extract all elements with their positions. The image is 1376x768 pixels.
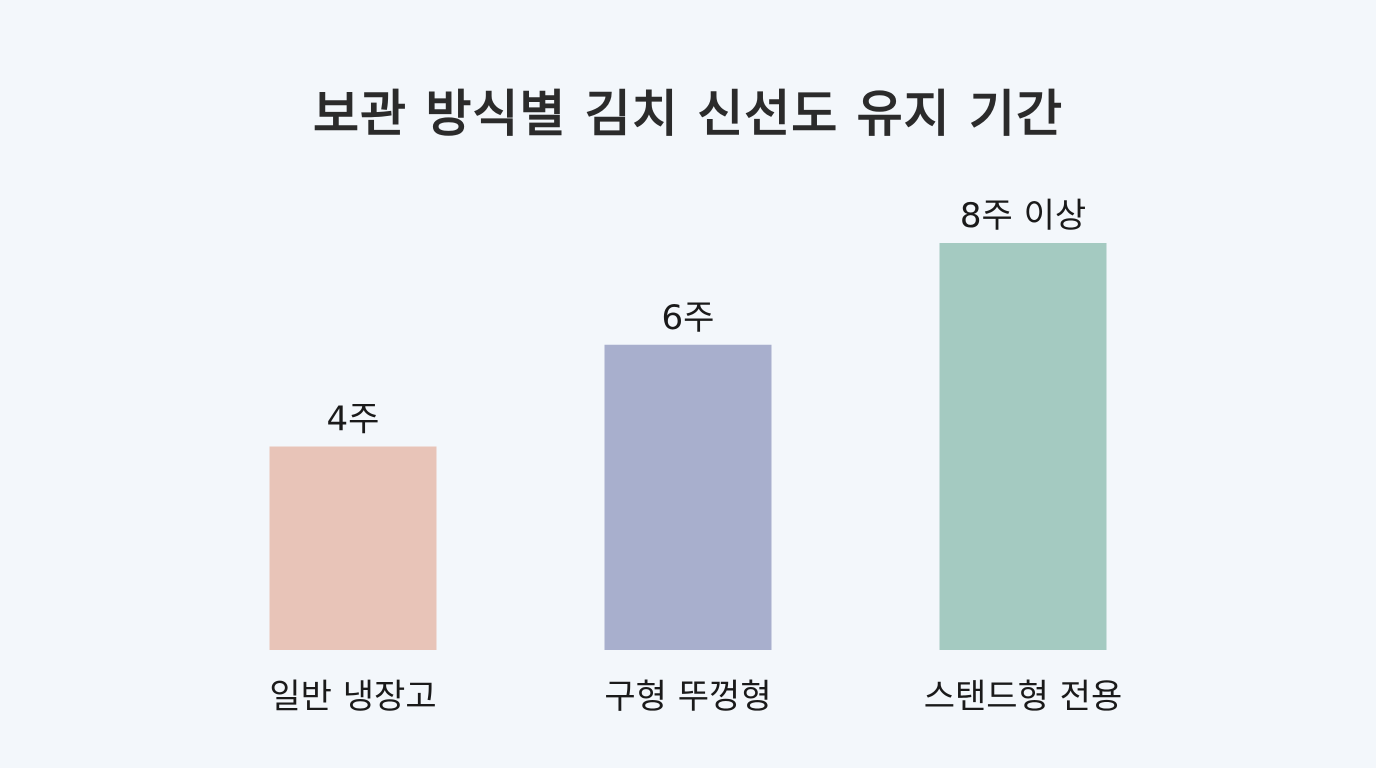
bar-1 [604,344,772,650]
bar-2 [939,243,1107,650]
chart-title: 보관 방식별 김치 신선도 유지 기간 [312,85,1064,143]
bar-0 [269,446,437,650]
category-label-2: 스탠드형 전용 [924,677,1123,717]
category-label-0: 일반 냉장고 [269,677,436,717]
bar-value-label-1: 6주 [662,298,715,338]
category-label-1: 구형 뚜껑형 [604,677,771,717]
bar-value-label-2: 8주 이상 [960,196,1086,236]
bar-value-label-0: 4주 [327,400,380,440]
